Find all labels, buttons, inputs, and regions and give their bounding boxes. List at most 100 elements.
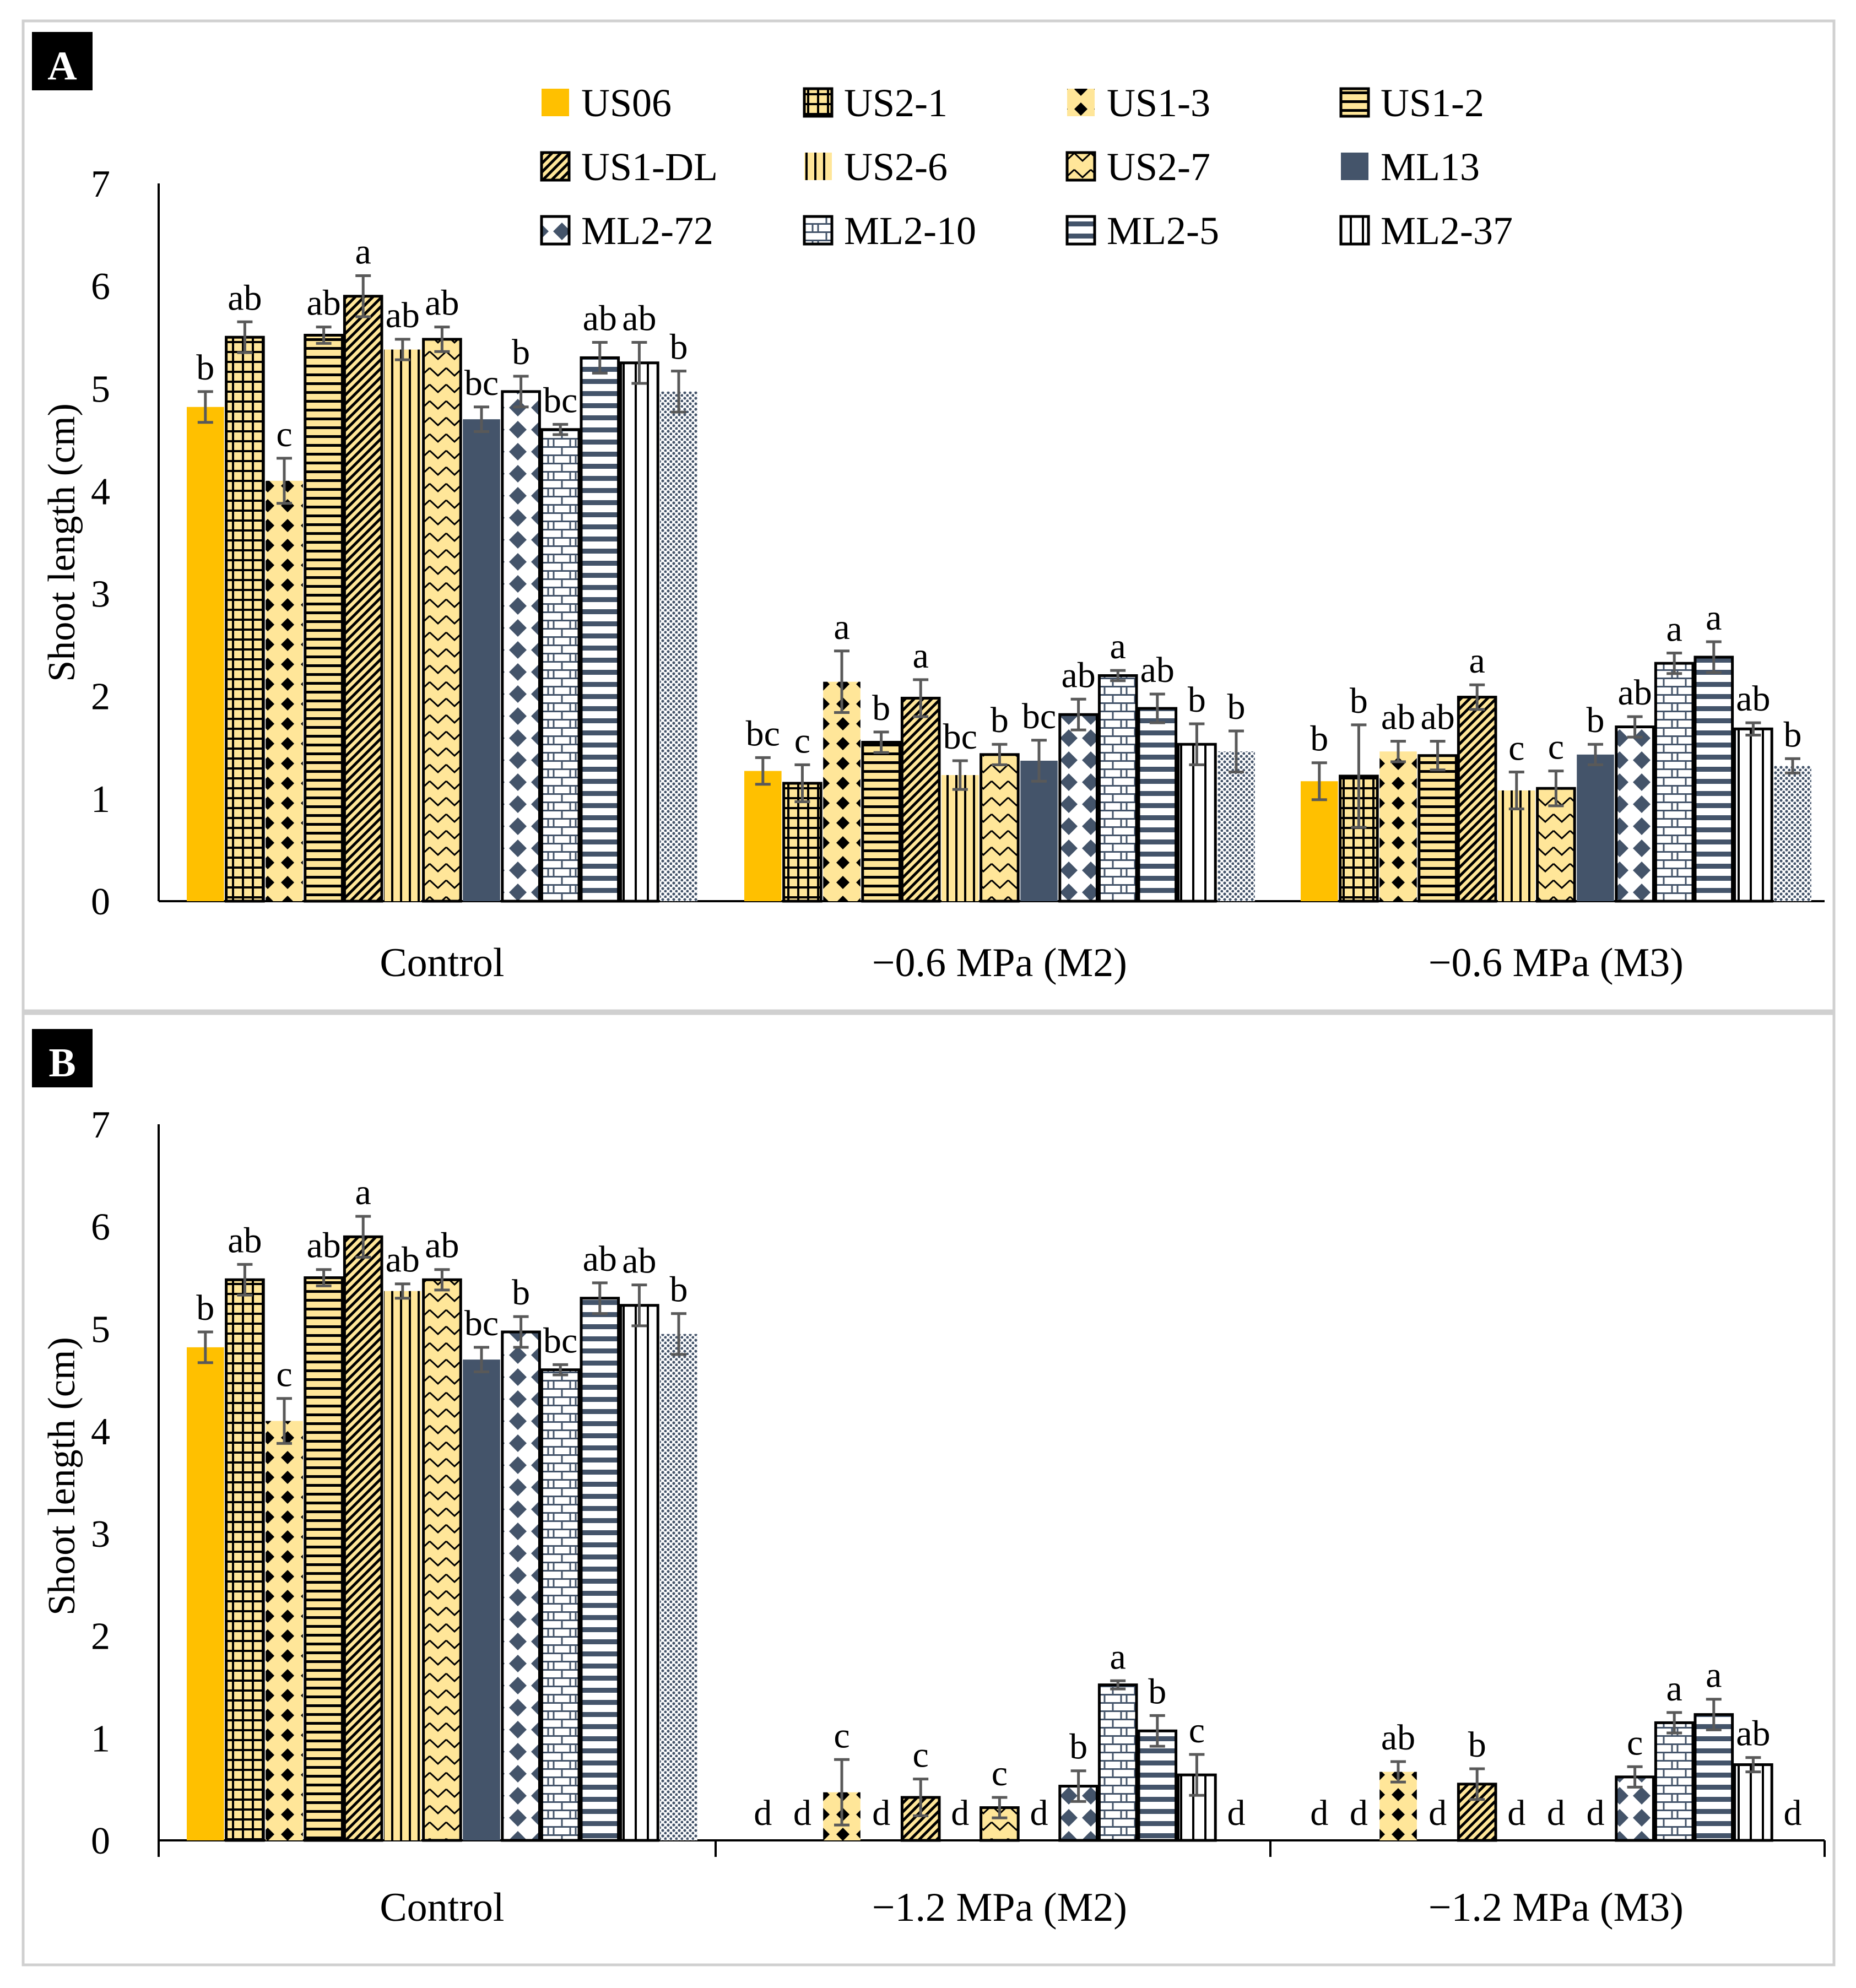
significance-label: c bbox=[1189, 1710, 1205, 1751]
bar bbox=[580, 356, 620, 903]
bar bbox=[187, 407, 224, 901]
legend-label: US1-3 bbox=[1107, 81, 1210, 125]
legend-swatch bbox=[540, 151, 571, 182]
significance-label: ab bbox=[622, 1241, 656, 1281]
significance-label: a bbox=[1110, 626, 1126, 667]
significance-label: bc bbox=[543, 380, 577, 420]
bar bbox=[422, 338, 462, 903]
bar bbox=[619, 1304, 659, 1842]
bar bbox=[1654, 662, 1695, 903]
legend-label: US2-6 bbox=[844, 145, 948, 189]
legend-item: ML13 bbox=[1341, 145, 1480, 189]
significance-label: a bbox=[1666, 609, 1682, 649]
y-tick-label: 3 bbox=[91, 1513, 110, 1556]
bar bbox=[225, 1278, 265, 1842]
bar bbox=[266, 1421, 303, 1840]
legend-item: US1-DL bbox=[540, 145, 718, 189]
significance-label: c bbox=[276, 414, 292, 454]
significance-label: b bbox=[512, 332, 530, 372]
significance-label: a bbox=[913, 636, 929, 676]
y-tick-label: 6 bbox=[91, 266, 110, 308]
legend-swatch bbox=[803, 215, 834, 246]
significance-label: b bbox=[1227, 687, 1246, 727]
significance-label: ab bbox=[386, 295, 420, 335]
y-tick-label: 0 bbox=[91, 1820, 110, 1862]
significance-label: ab bbox=[306, 283, 340, 323]
significance-label: a bbox=[1666, 1669, 1682, 1709]
significance-label: c bbox=[992, 1753, 1008, 1794]
bar bbox=[1177, 743, 1217, 903]
bar bbox=[343, 295, 383, 903]
significance-label: b bbox=[1468, 1725, 1486, 1765]
significance-label: bc bbox=[543, 1320, 577, 1361]
legend-label: US1-DL bbox=[581, 145, 718, 189]
legend-item: US2-6 bbox=[804, 145, 948, 189]
y-tick-label: 2 bbox=[91, 1616, 110, 1658]
bar bbox=[463, 1359, 500, 1840]
significance-label: d bbox=[1310, 1793, 1328, 1833]
significance-label: ab bbox=[1617, 673, 1652, 713]
significance-label: b bbox=[1069, 1727, 1087, 1767]
significance-label: d bbox=[1507, 1793, 1525, 1833]
legend-swatch bbox=[1065, 151, 1096, 182]
significance-label: bc bbox=[943, 717, 977, 757]
legend-swatch bbox=[1339, 87, 1370, 118]
panel-b-frame bbox=[21, 1012, 1836, 1967]
legend-label: ML13 bbox=[1381, 145, 1480, 189]
bar bbox=[304, 1276, 344, 1842]
bar bbox=[1137, 1729, 1178, 1842]
significance-label: d bbox=[1350, 1793, 1368, 1833]
significance-label: bc bbox=[746, 713, 780, 754]
significance-label: b bbox=[1148, 1671, 1166, 1711]
bar bbox=[580, 1297, 620, 1842]
legend-label: US2-1 bbox=[844, 81, 948, 125]
category-label: −0.6 MPa (M3) bbox=[1428, 940, 1684, 985]
legend-swatch bbox=[1339, 215, 1370, 246]
significance-label: d bbox=[951, 1793, 969, 1833]
panel-b-badge: B bbox=[32, 1029, 93, 1087]
legend-label: ML2-37 bbox=[1381, 209, 1513, 253]
category-label: Control bbox=[380, 940, 504, 985]
significance-label: ab bbox=[1381, 1718, 1415, 1758]
significance-label: c bbox=[1508, 728, 1524, 768]
legend-swatch bbox=[542, 89, 569, 116]
significance-label: a bbox=[355, 1172, 371, 1212]
bar bbox=[1097, 674, 1138, 903]
legend-item: ML2-10 bbox=[803, 209, 976, 253]
significance-label: bc bbox=[1022, 696, 1056, 736]
significance-label: ab bbox=[386, 1240, 420, 1280]
legend-item: ML2-5 bbox=[1065, 209, 1219, 253]
significance-label: d bbox=[1227, 1793, 1246, 1833]
bar bbox=[1577, 754, 1614, 901]
significance-label: a bbox=[1110, 1637, 1126, 1677]
significance-label: d bbox=[1030, 1793, 1048, 1833]
bar bbox=[1457, 696, 1497, 903]
bar bbox=[304, 333, 344, 903]
significance-label: d bbox=[793, 1793, 811, 1833]
category-label: Control bbox=[380, 1885, 504, 1930]
bar bbox=[744, 771, 782, 901]
bar bbox=[225, 335, 265, 903]
legend-item: US2-1 bbox=[803, 81, 948, 125]
legend-label: ML2-72 bbox=[581, 209, 713, 253]
bar bbox=[1097, 1683, 1138, 1842]
significance-label: a bbox=[1469, 641, 1485, 681]
significance-label: d bbox=[1587, 1793, 1605, 1833]
legend-item: US2-7 bbox=[1065, 145, 1210, 189]
significance-label: ab bbox=[583, 299, 617, 339]
significance-label: ab bbox=[622, 299, 656, 339]
bar bbox=[619, 361, 659, 903]
significance-label: b bbox=[1310, 719, 1328, 759]
bar bbox=[660, 391, 697, 901]
significance-label: d bbox=[1784, 1793, 1802, 1833]
significance-label: ab bbox=[1061, 655, 1095, 695]
bar bbox=[1058, 713, 1099, 903]
significance-label: ab bbox=[425, 1226, 459, 1266]
bar bbox=[861, 740, 901, 903]
significance-label: ab bbox=[1736, 679, 1770, 719]
svg-text:A: A bbox=[47, 44, 77, 89]
bar bbox=[1774, 766, 1811, 901]
bar bbox=[980, 753, 1020, 903]
y-tick-label: 4 bbox=[91, 1411, 110, 1453]
